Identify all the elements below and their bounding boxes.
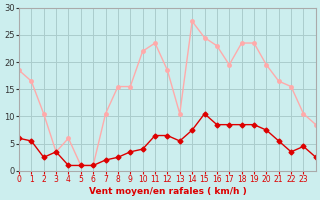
- X-axis label: Vent moyen/en rafales ( km/h ): Vent moyen/en rafales ( km/h ): [89, 187, 246, 196]
